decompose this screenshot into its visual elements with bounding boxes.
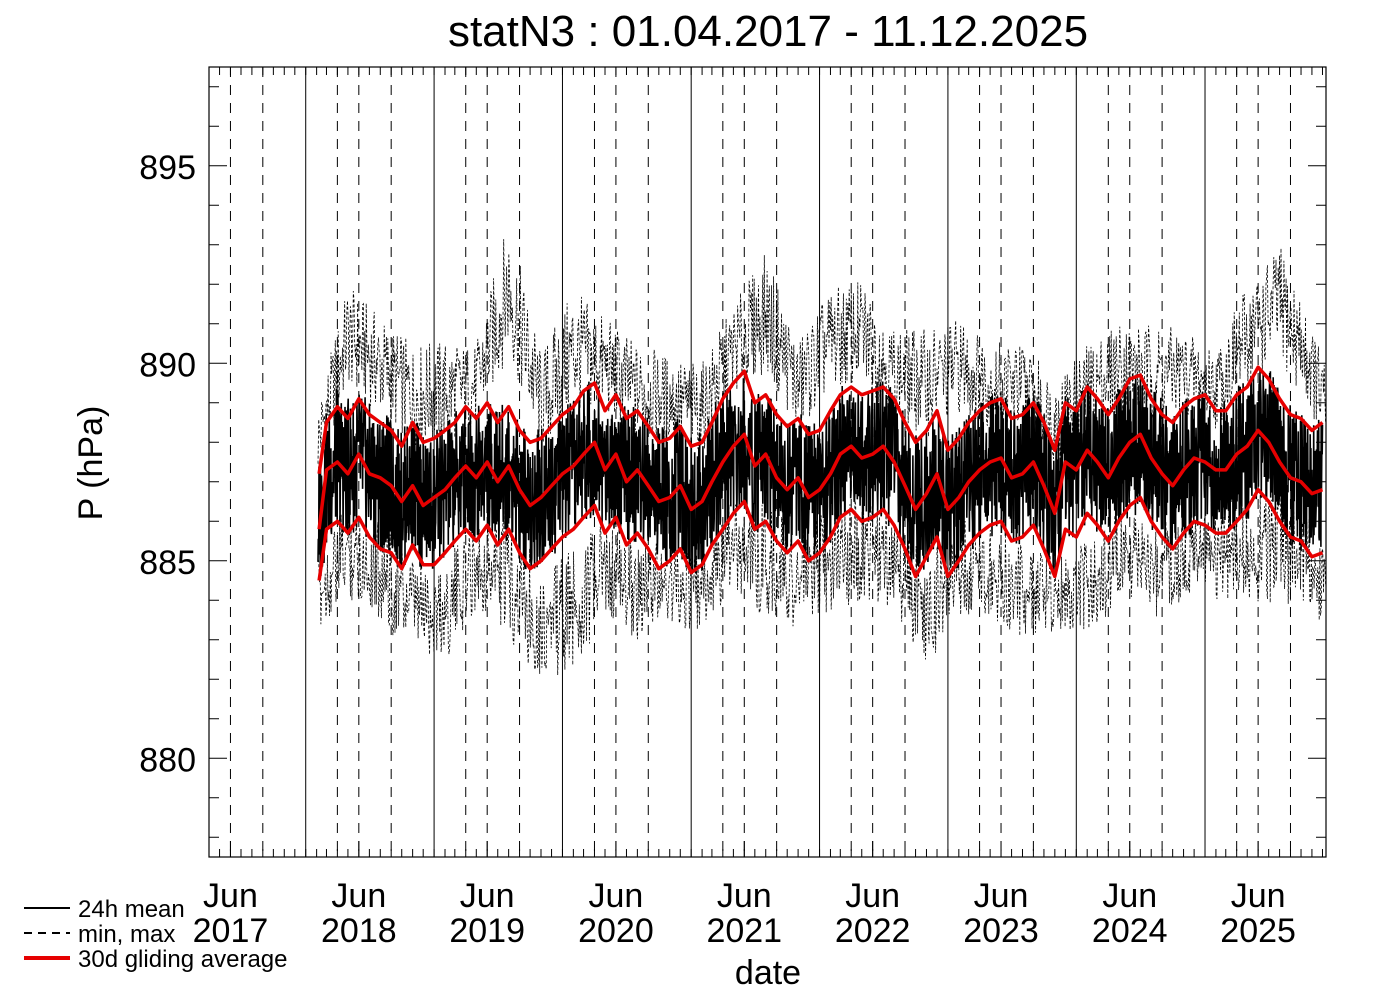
x-tick-label-year: 2018 — [321, 912, 397, 950]
x-tick-label-year: 2019 — [449, 912, 525, 950]
series-min-line — [317, 487, 1326, 676]
x-tick-label-year: 2020 — [578, 912, 654, 950]
x-tick-label-month: Jun — [589, 877, 644, 915]
x-tick-label-month: Jun — [331, 877, 386, 915]
legend: 24h mean min, max 30d gliding average — [24, 896, 288, 973]
plot-area — [229, 67, 1326, 857]
legend-label-min-max: min, max — [78, 921, 175, 948]
x-tick-label-year: 2022 — [835, 912, 911, 950]
legend-label-30d-average: 30d gliding average — [78, 946, 288, 973]
series-max-line — [317, 239, 1326, 464]
x-tick-label-month: Jun — [717, 877, 772, 915]
x-tick-label-year: 2017 — [193, 912, 269, 950]
series-24h-mean — [317, 370, 1324, 577]
series-30d-lower — [317, 487, 1324, 581]
plot-frame — [208, 66, 1327, 858]
x-tick-label-year: 2024 — [1092, 912, 1168, 950]
x-tick-label-month: Jun — [845, 877, 900, 915]
legend-label-24h-mean: 24h mean — [78, 896, 185, 923]
x-axis-label: date — [735, 954, 801, 992]
x-tick-label-year: 2021 — [706, 912, 782, 950]
series-30d-upper — [317, 365, 1324, 475]
x-tick-label-year: 2025 — [1220, 912, 1296, 950]
x-tick-label-month: Jun — [1231, 877, 1286, 915]
x-tick-label-year: 2023 — [963, 912, 1039, 950]
x-tick-label-month: Jun — [974, 877, 1029, 915]
chart-title: statN3 : 01.04.2017 - 11.12.2025 — [448, 7, 1088, 56]
y-tick-label: 880 — [139, 741, 196, 779]
y-tick-label: 890 — [139, 346, 196, 384]
y-tick-label: 895 — [139, 149, 196, 187]
x-tick-label-month: Jun — [460, 877, 515, 915]
y-axis-label: P (hPa) — [72, 406, 110, 521]
axes: 880885890895Jun2017Jun2018Jun2019Jun2020… — [139, 66, 1327, 950]
y-tick-label: 885 — [139, 544, 196, 582]
x-tick-label-month: Jun — [1102, 877, 1157, 915]
x-tick-label-month: Jun — [203, 877, 258, 915]
series-30d-mean — [317, 428, 1324, 530]
